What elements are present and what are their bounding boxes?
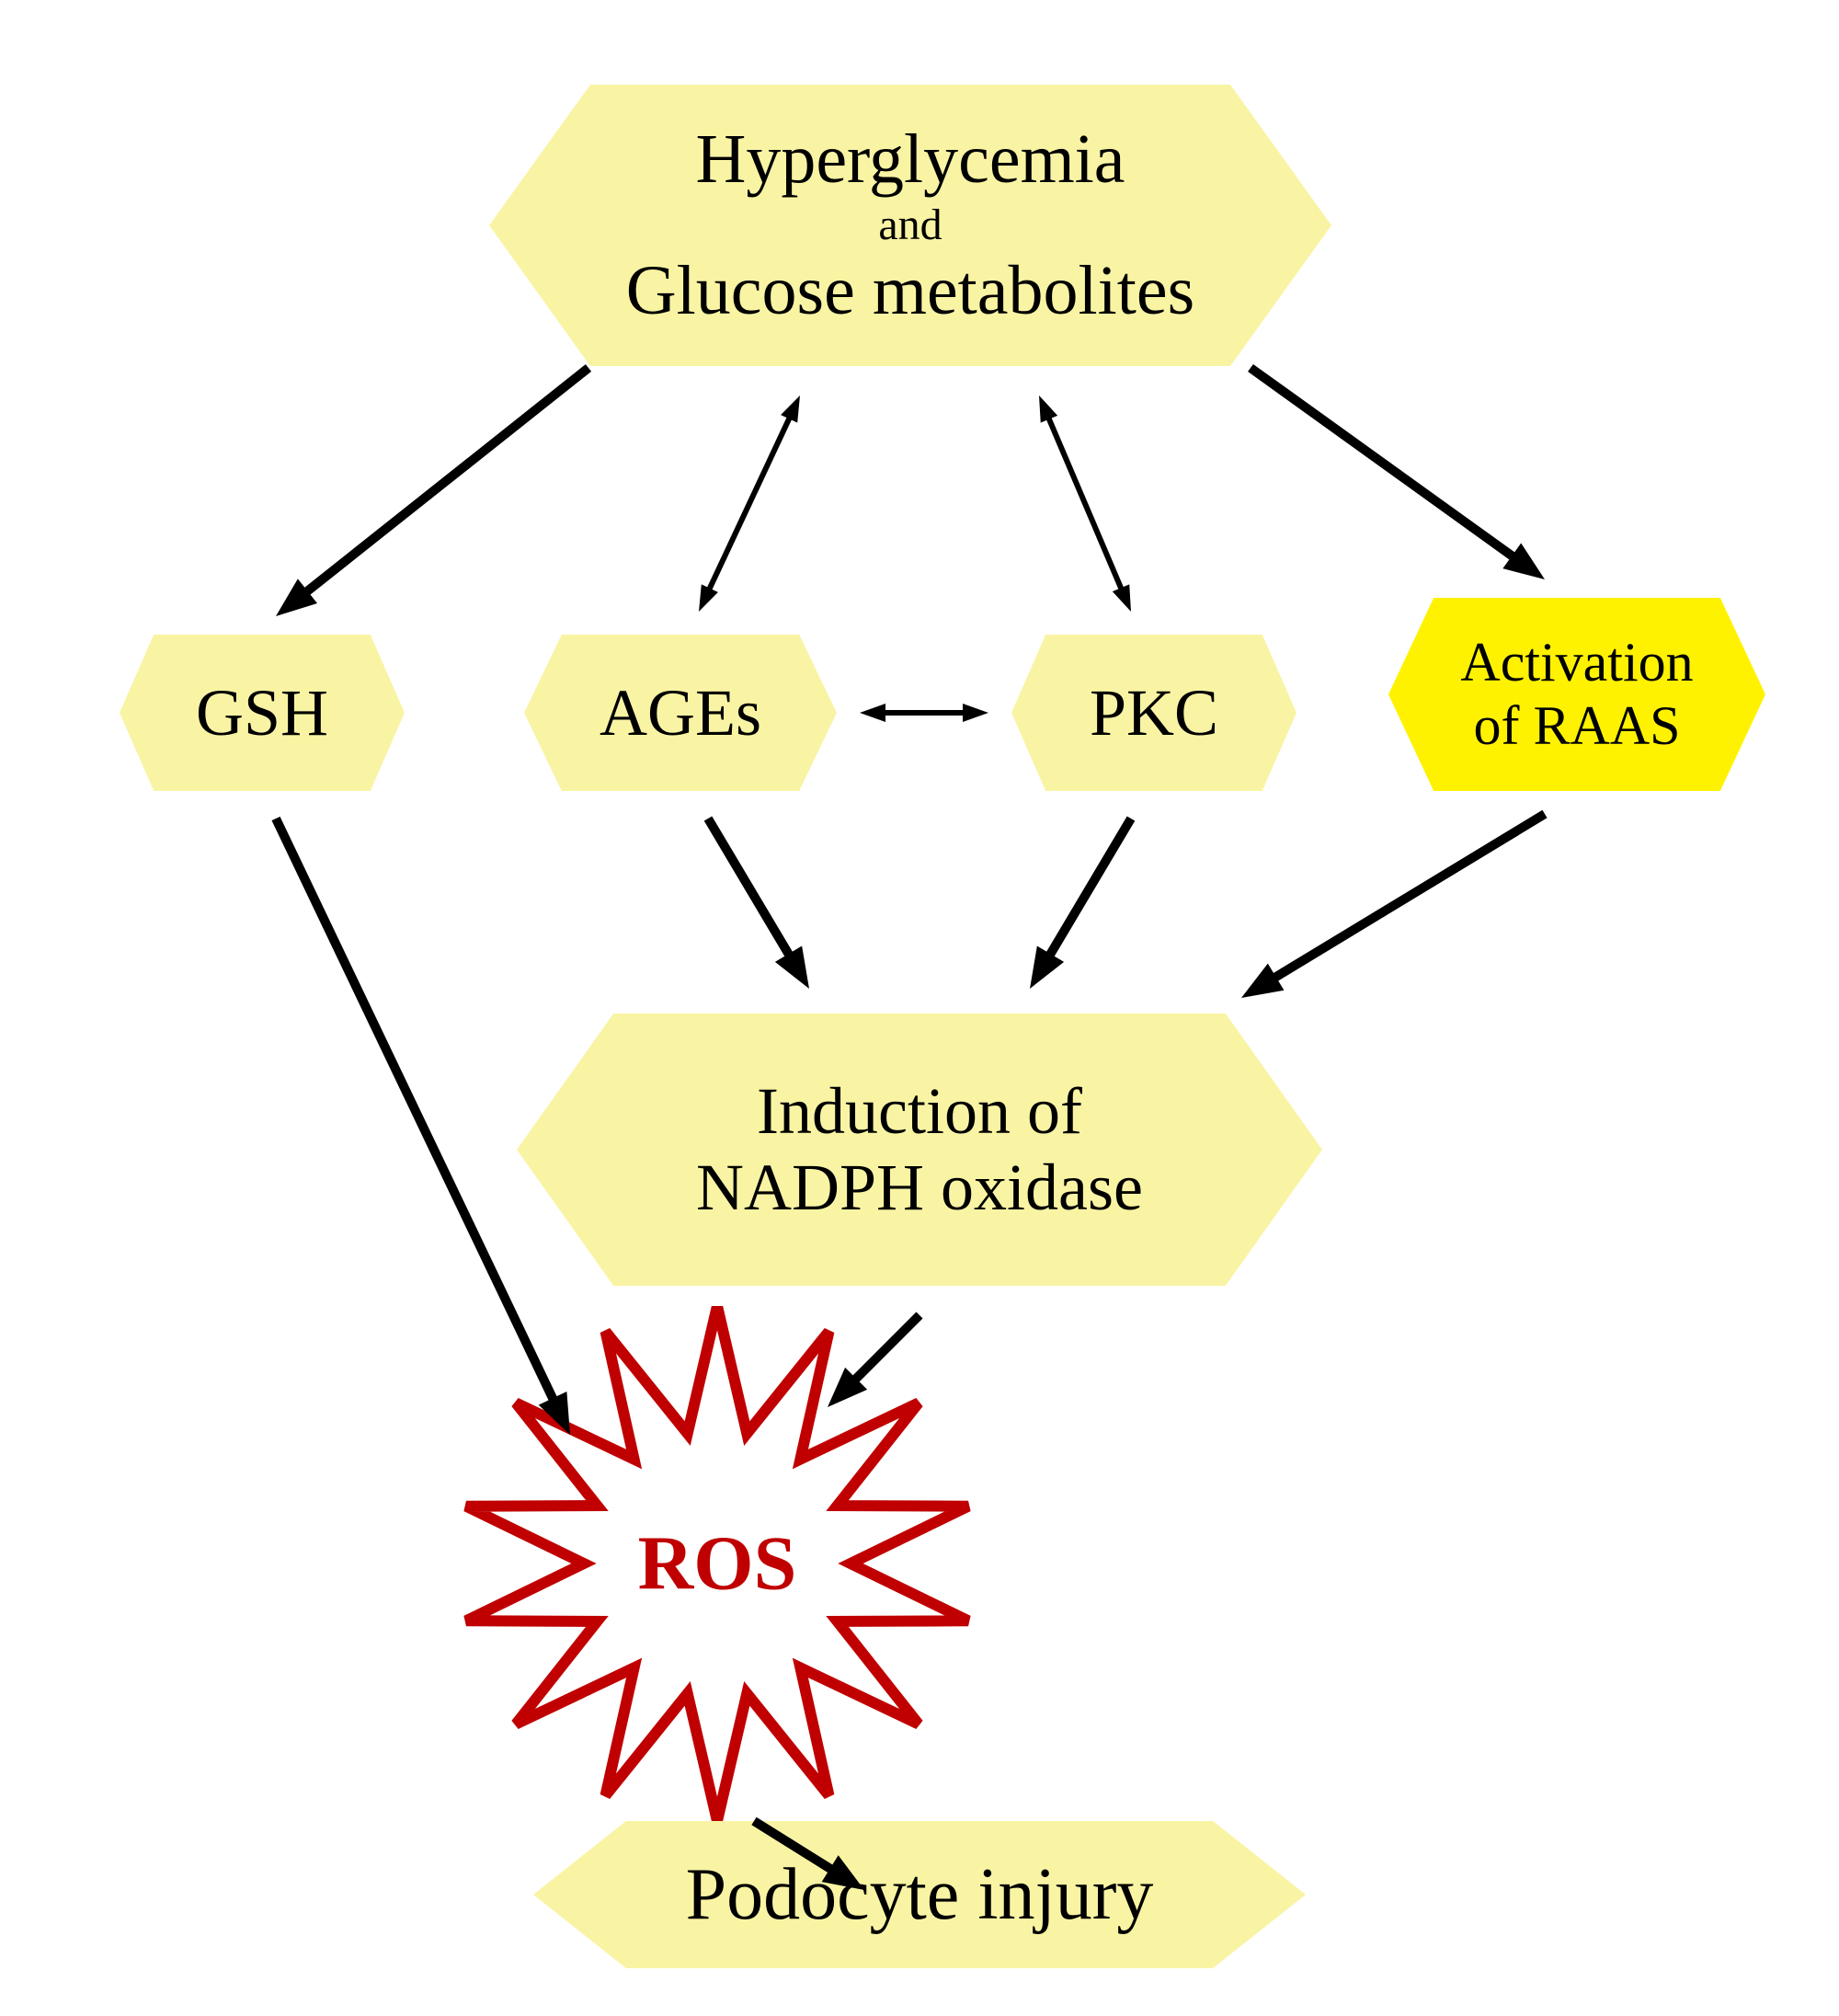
node-raas-line2: of RAAS	[1460, 694, 1693, 758]
node-ros-starburst: ROS	[460, 1306, 975, 1821]
node-podocyte-injury: Podocyte injury	[524, 1812, 1315, 1977]
node-ages-label: AGEs	[600, 675, 761, 751]
node-gsh: GSH	[110, 625, 414, 800]
node-gsh-label: GSH	[196, 675, 328, 751]
node-nadph-line1: Induction of	[696, 1073, 1143, 1150]
node-top-line3: Glucose metabolites	[626, 251, 1194, 331]
node-pkc: PKC	[1002, 625, 1306, 800]
node-top-line1: Hyperglycemia	[626, 120, 1194, 200]
node-top-line2: and	[626, 200, 1194, 250]
node-ages: AGEs	[515, 625, 846, 800]
node-pkc-label: PKC	[1090, 675, 1218, 751]
node-injury-label: Podocyte injury	[686, 1852, 1154, 1937]
node-nadph: Induction of NADPH oxidase	[506, 1002, 1333, 1297]
node-nadph-line2: NADPH oxidase	[696, 1150, 1143, 1226]
node-raas-line1: Activation	[1460, 631, 1693, 694]
diagram-canvas: Hyperglycemia and Glucose metabolites GS…	[0, 0, 1839, 2016]
node-raas: Activation of RAAS	[1379, 589, 1775, 800]
node-hyperglycemia: Hyperglycemia and Glucose metabolites	[478, 74, 1342, 377]
node-ros-label: ROS	[638, 1519, 797, 1609]
